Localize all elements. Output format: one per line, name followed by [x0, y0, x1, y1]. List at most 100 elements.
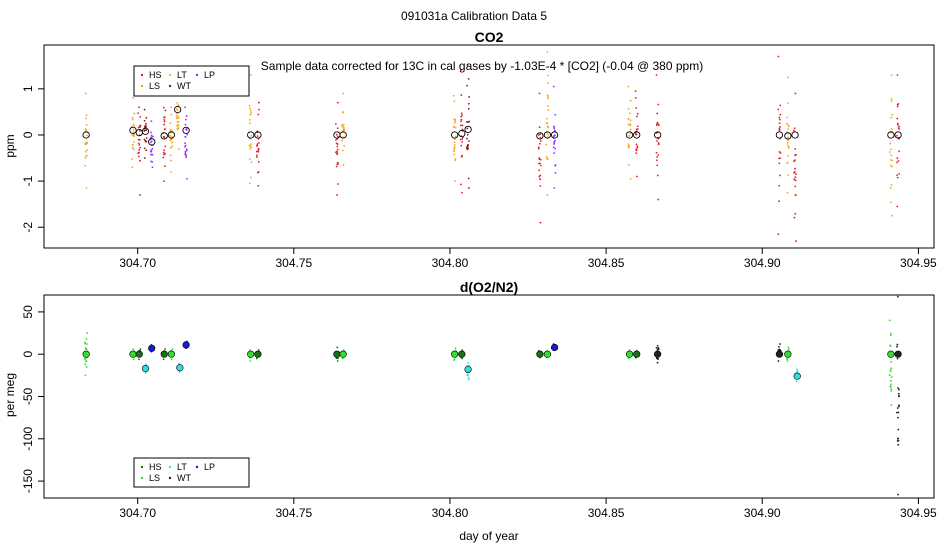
co2-data-point: [335, 151, 338, 154]
co2-legend-marker-hs: [140, 73, 144, 77]
co2-data-point: [151, 135, 154, 138]
co2-data-point: [171, 136, 174, 138]
co2-data-point: [547, 82, 549, 84]
co2-data-point: [185, 154, 188, 157]
co2-data-point: [139, 124, 142, 127]
co2-data-point: [461, 138, 464, 140]
co2-data-point: [635, 149, 638, 152]
co2-data-point: [778, 157, 781, 160]
co2-data-point: [249, 122, 251, 125]
o2n2-cluster-mean-marker: [141, 364, 150, 373]
co2-data-point: [171, 141, 174, 144]
o2n2-data-point: [466, 373, 469, 376]
co2-data-point: [554, 129, 556, 132]
co2-data-point: [778, 162, 781, 165]
co2-data-point: [131, 166, 134, 169]
co2-data-point: [779, 174, 781, 177]
o2n2-data-point: [898, 394, 900, 397]
o2n2-data-point: [890, 383, 892, 386]
co2-y-axis-label: ppm: [3, 134, 17, 157]
co2-data-point: [795, 240, 797, 242]
co2-data-point: [655, 123, 658, 125]
o2n2-cluster-mean-marker: [82, 350, 90, 358]
co2-data-point: [452, 94, 455, 97]
o2n2-data-point: [897, 416, 899, 419]
co2-data-point: [787, 128, 790, 130]
o2n2-data-point: [897, 428, 900, 431]
co2-data-point: [554, 164, 557, 166]
co2-data-point: [779, 113, 782, 116]
o2n2-data-point: [796, 368, 798, 371]
co2-data-point: [250, 143, 252, 146]
co2-data-point: [163, 123, 165, 126]
co2-data-point: [786, 141, 789, 144]
co2-data-point: [896, 74, 899, 76]
co2-data-point: [538, 157, 541, 159]
o2n2-cluster-mean-marker: [793, 372, 801, 380]
co2-data-point: [171, 145, 174, 148]
co2-cluster-mean-marker: [141, 127, 150, 135]
o2n2-x-tick-label: 304.70: [119, 506, 156, 520]
co2-data-point: [466, 127, 469, 130]
co2-data-point: [249, 74, 252, 76]
co2-data-point: [545, 155, 548, 158]
o2n2-data-point: [171, 348, 174, 351]
co2-data-point: [151, 147, 154, 150]
co2-data-point: [85, 117, 87, 120]
co2-data-point: [467, 187, 470, 189]
co2-data-point: [539, 140, 542, 142]
co2-data-point: [890, 201, 892, 204]
co2-data-point: [539, 178, 542, 181]
co2-data-point: [460, 94, 463, 96]
co2-data-point: [250, 161, 253, 164]
co2-data-point: [546, 158, 549, 161]
o2n2-data-point: [657, 358, 659, 361]
co2-data-point: [255, 154, 258, 157]
co2-data-point: [150, 131, 152, 134]
o2n2-data-point: [889, 334, 892, 337]
co2-data-point: [546, 136, 549, 139]
co2-data-point: [248, 118, 251, 121]
o2n2-legend-marker-lt: [168, 465, 172, 469]
co2-data-point: [143, 147, 146, 150]
co2-data-point: [539, 185, 542, 187]
co2-data-point: [84, 156, 87, 159]
co2-data-point: [898, 172, 901, 175]
co2-data-point: [547, 105, 549, 107]
co2-data-point: [256, 156, 258, 159]
co2-data-point: [898, 150, 900, 153]
co2-data-point: [184, 150, 187, 153]
co2-data-point: [778, 116, 781, 119]
o2n2-cluster-mean-marker: [633, 350, 641, 358]
co2-data-point: [890, 154, 893, 157]
co2-data-point: [778, 150, 781, 153]
co2-data-point: [627, 108, 630, 110]
co2-data-point: [453, 100, 456, 103]
co2-cluster-mean-marker: [550, 131, 559, 139]
co2-data-point: [793, 216, 796, 219]
co2-data-point: [657, 142, 660, 144]
co2-data-point: [634, 90, 637, 93]
co2-data-point: [84, 164, 87, 167]
co2-data-point: [553, 127, 556, 130]
co2-data-point: [553, 187, 556, 189]
co2-data-point: [897, 160, 900, 162]
co2-legend-marker-wt: [168, 84, 172, 88]
co2-data-point: [539, 158, 542, 161]
co2-data-point: [143, 138, 146, 141]
co2-data-point: [547, 95, 550, 98]
co2-data-point: [629, 132, 632, 135]
co2-data-point: [627, 143, 630, 146]
co2-cluster-mean-marker: [148, 138, 156, 146]
co2-data-point: [787, 124, 790, 127]
co2-data-point: [86, 141, 89, 144]
o2n2-data-point: [896, 411, 898, 414]
co2-data-point: [143, 157, 146, 159]
co2-data-point: [336, 153, 339, 156]
co2-data-point: [454, 118, 457, 121]
co2-data-point: [151, 153, 153, 156]
co2-data-point: [657, 198, 660, 201]
co2-data-point: [537, 146, 540, 149]
o2n2-cluster-mean-marker: [135, 350, 143, 358]
